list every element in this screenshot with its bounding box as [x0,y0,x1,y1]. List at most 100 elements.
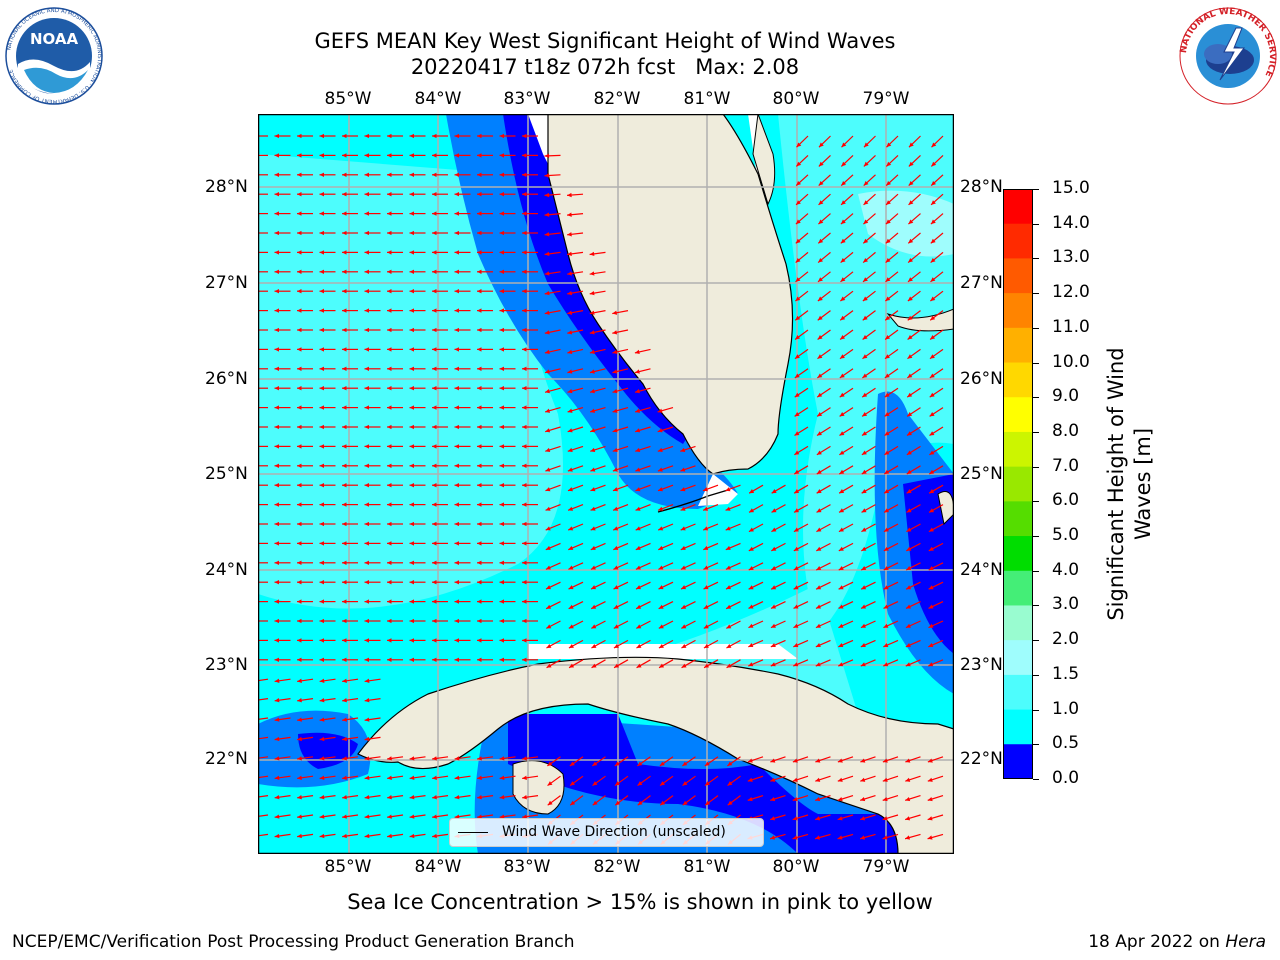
wave-arrow-head [931,180,936,186]
wave-arrow-head [297,308,302,313]
wave-arrow-head [909,142,914,148]
wave-arrow-head [930,277,936,282]
wave-arrow-head [274,521,280,527]
wave-arrow-head [884,354,890,359]
wave-arrow-head [860,816,866,821]
wave-arrow-head [499,795,505,800]
wave-arrow-head [927,816,933,821]
colorbar-tick-mark [1033,640,1039,642]
wave-arrow-head [657,487,663,492]
wave-arrow-head [725,526,731,531]
wave-arrow-head [364,736,370,742]
wave-arrow-head [432,795,437,800]
wave-arrow-head [703,565,709,570]
wave-arrow-head [409,657,415,662]
wave-arrow-head [840,258,846,263]
wave-arrow-head [819,142,824,148]
wave-arrow-head [929,354,935,359]
wave-arrow-head [342,172,347,177]
wave-arrow-head [592,761,598,766]
wave-arrow-head [342,678,347,683]
wave-arrow-head [499,502,505,507]
wave-arrow-head [815,623,821,628]
lat-label-left: 23°N [205,655,248,675]
wave-arrow-head [637,781,643,786]
wave-arrow-head [547,800,553,806]
wave-arrow-head [795,296,801,302]
wave-arrow-head [522,230,527,236]
wave-arrow-head [930,219,936,225]
wave-arrow-head [499,192,505,197]
wave-arrow-head [409,230,415,236]
wave-arrow-head [432,638,437,643]
wave-arrow-head [319,502,325,507]
wave-arrow-head [727,761,733,766]
wave-arrow-head [905,623,911,628]
wave-arrow-head [364,521,370,527]
lat-label-right: 23°N [960,655,1003,675]
wave-arrow-head [477,366,482,371]
wave-arrow-head [319,756,325,761]
wave-arrow-head [454,172,460,177]
wave-arrow-head [884,373,890,378]
wave-arrow-head [522,463,527,468]
wave-arrow-head [387,657,392,662]
wave-arrow-head [589,290,595,296]
colorbar-tick-mark [1033,709,1039,711]
wave-arrow-head [907,392,913,398]
wave-arrow-head [816,489,822,494]
wave-arrow-head [432,153,437,158]
lat-label-left: 26°N [205,369,248,389]
colorbar-tick-mark [1033,779,1039,780]
colorbar-swatch [1003,744,1033,779]
wave-arrow-head [816,431,822,436]
wave-arrow-head [884,508,890,513]
wave-arrow-head [432,269,437,274]
wave-arrow-head [297,289,302,294]
wave-arrow-head [364,192,370,197]
wave-arrow-head [454,444,460,449]
wave-arrow-head [795,238,801,244]
wave-arrow-head [705,781,710,786]
wave-arrow-head [657,467,663,472]
wave-arrow-head [387,599,392,604]
wave-arrow-head [342,775,347,780]
wave-arrow-head [544,349,550,355]
wave-arrow-head [409,580,415,585]
wave-arrow-head [680,526,686,531]
wave-arrow-head [477,211,482,216]
wave-arrow-head [409,424,415,430]
wave-arrow-head [682,781,688,786]
wave-arrow-head [319,541,325,546]
wave-arrow-head [589,369,595,374]
isla-de-la-juventud [512,760,565,815]
wave-arrow-head [908,258,913,263]
florida-land [547,114,794,475]
wave-arrow-head [590,467,596,472]
wave-arrow-head [568,545,574,550]
wave-arrow-head [792,816,798,821]
wave-arrow-head [770,662,776,667]
wave-arrow-head [522,250,527,255]
colorbar-swatch [1003,327,1033,364]
wave-arrow-head [477,541,482,546]
wave-arrow-head [432,327,437,333]
wave-arrow-head [860,662,866,667]
wave-arrow-head [477,756,482,761]
lon-label-top: 80°W [772,89,820,109]
wave-arrow-head [906,585,912,590]
wave-arrow-head [837,816,843,821]
legend-line-swatch [458,832,488,833]
wave-arrow-head [319,133,325,139]
colorbar-swatch [1003,397,1033,433]
wave-arrow-head [658,506,664,511]
wave-arrow-head [454,347,460,352]
wave-arrow-head [432,308,437,313]
wave-arrow-head [522,638,527,643]
colorbar-swatch [1003,501,1033,537]
wave-arrow-head [680,447,686,453]
wave-arrow-head [589,310,595,315]
wave-arrow-head [364,250,370,255]
wave-arrow-head [364,756,370,761]
wave-arrow-head [815,835,821,840]
